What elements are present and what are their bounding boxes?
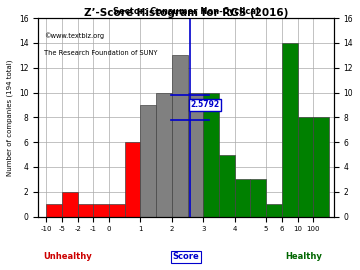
Bar (93, 204, 109, 217)
Text: Sector: Consumer Non-Cyclical: Sector: Consumer Non-Cyclical (113, 7, 259, 16)
Text: ©www.textbiz.org: ©www.textbiz.org (44, 32, 104, 39)
Bar (156, 93, 172, 217)
Bar (46, 204, 62, 217)
Text: 2.5792: 2.5792 (190, 100, 219, 109)
Y-axis label: Number of companies (194 total): Number of companies (194 total) (7, 59, 13, 176)
Title: Z’-Score Histogram for RGS (2016): Z’-Score Histogram for RGS (2016) (84, 8, 288, 18)
Bar (109, 204, 125, 217)
Bar (251, 179, 266, 217)
Bar (266, 204, 282, 217)
Bar (203, 93, 219, 217)
Text: The Research Foundation of SUNY: The Research Foundation of SUNY (44, 50, 158, 56)
Bar (78, 204, 93, 217)
Text: Unhealthy: Unhealthy (44, 252, 92, 261)
Bar (282, 43, 298, 217)
Bar (188, 93, 203, 217)
Bar (313, 117, 329, 217)
Bar (125, 142, 140, 217)
Bar (172, 55, 188, 217)
Text: Score: Score (173, 252, 199, 261)
Bar (298, 117, 313, 217)
Bar (62, 192, 78, 217)
Bar (235, 179, 251, 217)
Bar (140, 105, 156, 217)
Bar (219, 154, 235, 217)
Text: Healthy: Healthy (286, 252, 323, 261)
